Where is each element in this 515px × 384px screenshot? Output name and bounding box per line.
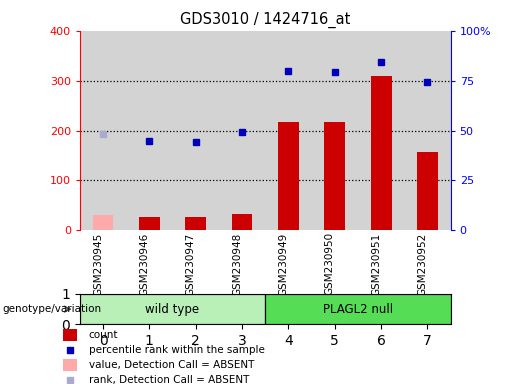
Bar: [63, 329, 77, 341]
Text: percentile rank within the sample: percentile rank within the sample: [89, 345, 265, 355]
Text: value, Detection Call = ABSENT: value, Detection Call = ABSENT: [89, 360, 254, 370]
Bar: [80, 294, 265, 324]
Bar: [93, 215, 113, 230]
Text: GSM230946: GSM230946: [140, 232, 149, 296]
Text: wild type: wild type: [145, 303, 200, 316]
Bar: [232, 214, 252, 230]
Bar: [265, 294, 451, 324]
Text: genotype/variation: genotype/variation: [3, 304, 101, 314]
Bar: [371, 76, 391, 230]
Bar: [139, 217, 160, 230]
Text: PLAGL2 null: PLAGL2 null: [323, 303, 393, 316]
Title: GDS3010 / 1424716_at: GDS3010 / 1424716_at: [180, 12, 350, 28]
Bar: [278, 122, 299, 230]
Text: GSM230950: GSM230950: [325, 232, 335, 295]
Text: GSM230951: GSM230951: [371, 232, 381, 296]
Bar: [63, 359, 77, 371]
Text: GSM230948: GSM230948: [232, 232, 242, 296]
Text: GSM230947: GSM230947: [186, 232, 196, 296]
Text: GSM230945: GSM230945: [93, 232, 103, 296]
Bar: [324, 122, 345, 230]
Text: count: count: [89, 330, 118, 340]
Bar: [417, 152, 438, 230]
Text: GSM230952: GSM230952: [418, 232, 427, 296]
Text: GSM230949: GSM230949: [279, 232, 288, 296]
Bar: [185, 217, 206, 230]
Text: rank, Detection Call = ABSENT: rank, Detection Call = ABSENT: [89, 375, 249, 384]
